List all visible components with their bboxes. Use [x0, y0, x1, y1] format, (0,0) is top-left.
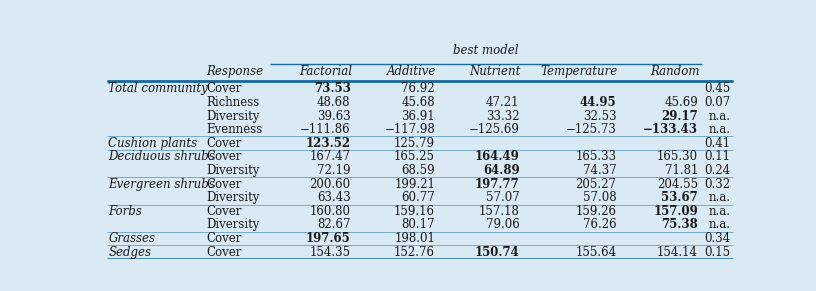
Text: 150.74: 150.74 [475, 246, 520, 259]
Text: 60.77: 60.77 [401, 191, 435, 204]
Text: 74.37: 74.37 [583, 164, 617, 177]
Text: n.a.: n.a. [708, 123, 730, 136]
Text: 63.43: 63.43 [317, 191, 351, 204]
Text: n.a.: n.a. [708, 219, 730, 231]
Text: Temperature: Temperature [541, 65, 618, 78]
Text: 44.95: 44.95 [580, 96, 617, 109]
Text: 154.14: 154.14 [657, 246, 698, 259]
Text: Sedges: Sedges [109, 246, 151, 259]
Text: Cushion plants: Cushion plants [109, 137, 197, 150]
Text: 0.24: 0.24 [704, 164, 730, 177]
Text: 0.07: 0.07 [704, 96, 730, 109]
Text: 165.25: 165.25 [394, 150, 435, 163]
Text: Evenness: Evenness [206, 123, 262, 136]
Text: 68.59: 68.59 [401, 164, 435, 177]
Text: 45.68: 45.68 [401, 96, 435, 109]
Text: −125.73: −125.73 [565, 123, 617, 136]
Text: Diversity: Diversity [206, 109, 259, 123]
Text: 73.53: 73.53 [313, 82, 351, 95]
Text: Cover: Cover [206, 205, 242, 218]
Text: 57.08: 57.08 [583, 191, 617, 204]
Text: 154.35: 154.35 [309, 246, 351, 259]
Text: 198.01: 198.01 [394, 232, 435, 245]
Text: 0.41: 0.41 [704, 137, 730, 150]
Text: n.a.: n.a. [708, 109, 730, 123]
Text: Additive: Additive [387, 65, 437, 78]
Text: 165.30: 165.30 [657, 150, 698, 163]
Text: 72.19: 72.19 [317, 164, 351, 177]
Text: 204.55: 204.55 [657, 178, 698, 191]
Text: 152.76: 152.76 [394, 246, 435, 259]
Text: 33.32: 33.32 [486, 109, 520, 123]
Text: Factorial: Factorial [299, 65, 352, 78]
Text: 29.17: 29.17 [661, 109, 698, 123]
Text: Deciduous shrubs: Deciduous shrubs [109, 150, 215, 163]
Text: Diversity: Diversity [206, 219, 259, 231]
Text: 80.17: 80.17 [401, 219, 435, 231]
Text: 53.67: 53.67 [661, 191, 698, 204]
Text: 197.77: 197.77 [475, 178, 520, 191]
Text: 71.81: 71.81 [665, 164, 698, 177]
Text: 165.33: 165.33 [575, 150, 617, 163]
Text: n.a.: n.a. [708, 205, 730, 218]
Text: Total community: Total community [109, 82, 208, 95]
Text: 32.53: 32.53 [583, 109, 617, 123]
Text: 160.80: 160.80 [309, 205, 351, 218]
Text: 205.27: 205.27 [575, 178, 617, 191]
Text: −111.86: −111.86 [300, 123, 351, 136]
Text: best model: best model [453, 44, 519, 57]
Text: 64.89: 64.89 [483, 164, 520, 177]
Text: Diversity: Diversity [206, 191, 259, 204]
Text: Cover: Cover [206, 232, 242, 245]
Text: 123.52: 123.52 [305, 137, 351, 150]
Text: Nutrient: Nutrient [469, 65, 521, 78]
Text: 75.38: 75.38 [661, 219, 698, 231]
Text: 36.91: 36.91 [401, 109, 435, 123]
Text: Cover: Cover [206, 150, 242, 163]
Text: Cover: Cover [206, 246, 242, 259]
Text: Evergreen shrubs: Evergreen shrubs [109, 178, 215, 191]
Text: 39.63: 39.63 [317, 109, 351, 123]
Text: 57.07: 57.07 [486, 191, 520, 204]
Text: 167.47: 167.47 [309, 150, 351, 163]
Text: −133.43: −133.43 [643, 123, 698, 136]
Text: Response: Response [206, 65, 263, 78]
Text: −125.69: −125.69 [468, 123, 520, 136]
Text: 157.09: 157.09 [654, 205, 698, 218]
Text: 200.60: 200.60 [309, 178, 351, 191]
Text: 76.26: 76.26 [583, 219, 617, 231]
Text: 0.34: 0.34 [704, 232, 730, 245]
Text: 45.69: 45.69 [664, 96, 698, 109]
Text: Cover: Cover [206, 178, 242, 191]
Text: 0.15: 0.15 [704, 246, 730, 259]
Text: 159.26: 159.26 [575, 205, 617, 218]
Text: 197.65: 197.65 [306, 232, 351, 245]
Text: Forbs: Forbs [109, 205, 142, 218]
Text: 125.79: 125.79 [394, 137, 435, 150]
Text: −117.98: −117.98 [384, 123, 435, 136]
Text: n.a.: n.a. [708, 191, 730, 204]
Text: 48.68: 48.68 [317, 96, 351, 109]
Text: 159.16: 159.16 [394, 205, 435, 218]
Text: 76.92: 76.92 [401, 82, 435, 95]
Text: 164.49: 164.49 [475, 150, 520, 163]
Text: 199.21: 199.21 [394, 178, 435, 191]
Text: 82.67: 82.67 [317, 219, 351, 231]
Text: 155.64: 155.64 [575, 246, 617, 259]
Text: Diversity: Diversity [206, 164, 259, 177]
Text: Grasses: Grasses [109, 232, 155, 245]
Text: 47.21: 47.21 [486, 96, 520, 109]
Text: Cover: Cover [206, 82, 242, 95]
Text: Random: Random [650, 65, 699, 78]
Text: Cover: Cover [206, 137, 242, 150]
Text: 0.11: 0.11 [704, 150, 730, 163]
Text: 79.06: 79.06 [486, 219, 520, 231]
Text: 0.32: 0.32 [704, 178, 730, 191]
Text: 157.18: 157.18 [479, 205, 520, 218]
Text: Richness: Richness [206, 96, 259, 109]
Text: 0.45: 0.45 [704, 82, 730, 95]
